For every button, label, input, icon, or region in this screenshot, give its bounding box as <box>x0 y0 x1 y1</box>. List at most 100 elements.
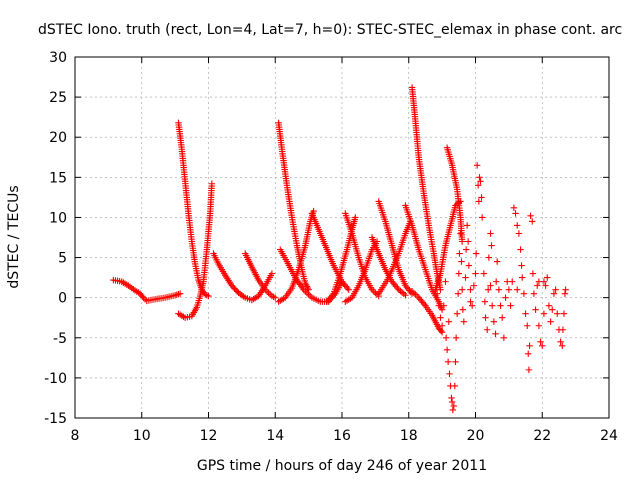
y-tick-label: 15 <box>49 170 67 186</box>
data-point <box>458 258 465 265</box>
data-point <box>502 294 509 301</box>
data-point <box>527 212 534 220</box>
data-point <box>303 283 311 290</box>
data-point <box>488 302 496 309</box>
data-point <box>373 291 381 298</box>
data-point <box>305 291 312 298</box>
data-point <box>480 270 488 277</box>
data-point <box>468 302 476 309</box>
data-point <box>440 302 447 309</box>
data-point <box>457 198 464 205</box>
data-point <box>520 290 528 297</box>
y-tick-label: -10 <box>44 371 67 387</box>
data-point <box>487 230 494 237</box>
data-point <box>478 194 485 201</box>
data-point <box>452 358 459 366</box>
data-point <box>542 282 549 289</box>
data-point <box>433 290 441 297</box>
y-tick-label: 30 <box>49 50 67 66</box>
data-point <box>438 322 446 329</box>
data-point <box>552 286 559 293</box>
chart-title: dSTEC Iono. truth (rect, Lon=4, Lat=7, h… <box>38 22 622 38</box>
y-tick-label: 10 <box>49 210 67 226</box>
data-point <box>352 214 359 221</box>
data-point <box>465 262 473 269</box>
data-point <box>457 230 464 237</box>
data-point <box>534 282 541 289</box>
data-point <box>458 238 466 245</box>
data-point <box>485 254 493 261</box>
data-point <box>500 334 508 341</box>
data-point <box>458 286 466 293</box>
x-tick-label: 24 <box>600 428 618 444</box>
data-point <box>402 292 409 299</box>
data-point <box>535 322 543 329</box>
data-point <box>462 246 470 253</box>
data-point <box>455 270 463 277</box>
data-point <box>208 180 216 187</box>
data-point <box>472 250 480 257</box>
data-point <box>437 314 444 321</box>
x-tick-label: 16 <box>333 428 351 444</box>
grid <box>75 57 609 418</box>
data-point <box>472 270 479 277</box>
data-point <box>407 218 414 225</box>
data-point <box>514 222 521 229</box>
data-point <box>448 398 456 406</box>
data-point <box>478 214 486 221</box>
x-tick-label: 20 <box>467 428 485 444</box>
data-point <box>559 342 566 349</box>
data-point <box>560 310 568 317</box>
data-point <box>488 242 495 249</box>
data-point <box>554 310 561 317</box>
data-point <box>437 327 445 335</box>
y-tick-label: -15 <box>44 411 67 427</box>
data-point <box>562 286 569 293</box>
data-point <box>549 306 556 313</box>
data-point <box>524 322 531 329</box>
x-tick-label: 14 <box>266 428 284 444</box>
data-point <box>540 310 548 317</box>
data-point <box>459 306 467 313</box>
x-tick-label: 22 <box>533 428 551 444</box>
data-point <box>515 230 523 237</box>
data-point <box>518 262 525 269</box>
y-tick-label: 5 <box>58 251 67 267</box>
data-point <box>442 334 450 341</box>
data-point <box>559 326 567 333</box>
data-point <box>372 289 379 297</box>
data-point <box>462 274 469 281</box>
data-point <box>526 342 533 349</box>
data-point <box>398 289 406 296</box>
data-point <box>303 289 311 297</box>
data-point <box>438 328 446 336</box>
data-point <box>445 318 452 325</box>
data-point <box>505 286 513 293</box>
data-point <box>522 310 529 317</box>
data-point <box>519 274 526 281</box>
data-point <box>532 306 539 313</box>
data-point <box>449 406 457 414</box>
data-point <box>474 182 482 189</box>
data-point <box>481 298 489 305</box>
data-point <box>487 282 494 289</box>
data-point <box>484 286 492 293</box>
data-point <box>476 174 483 181</box>
data-point <box>272 294 279 301</box>
y-axis: -15 -10 -5 0 5 10 15 20 25 30 <box>44 50 609 427</box>
data-point <box>467 286 474 293</box>
data-point <box>507 302 514 309</box>
data-point <box>497 302 504 309</box>
data-point <box>460 318 468 325</box>
data-point <box>443 346 451 354</box>
data-point <box>446 370 453 378</box>
data-point <box>537 338 544 345</box>
data-point <box>550 290 558 297</box>
data-point <box>517 246 524 253</box>
data-point <box>268 270 276 277</box>
y-tick-label: -5 <box>53 331 67 347</box>
data-point <box>557 338 564 345</box>
x-tick-label: 10 <box>133 428 151 444</box>
data-point <box>438 306 446 313</box>
data-point <box>493 258 501 265</box>
